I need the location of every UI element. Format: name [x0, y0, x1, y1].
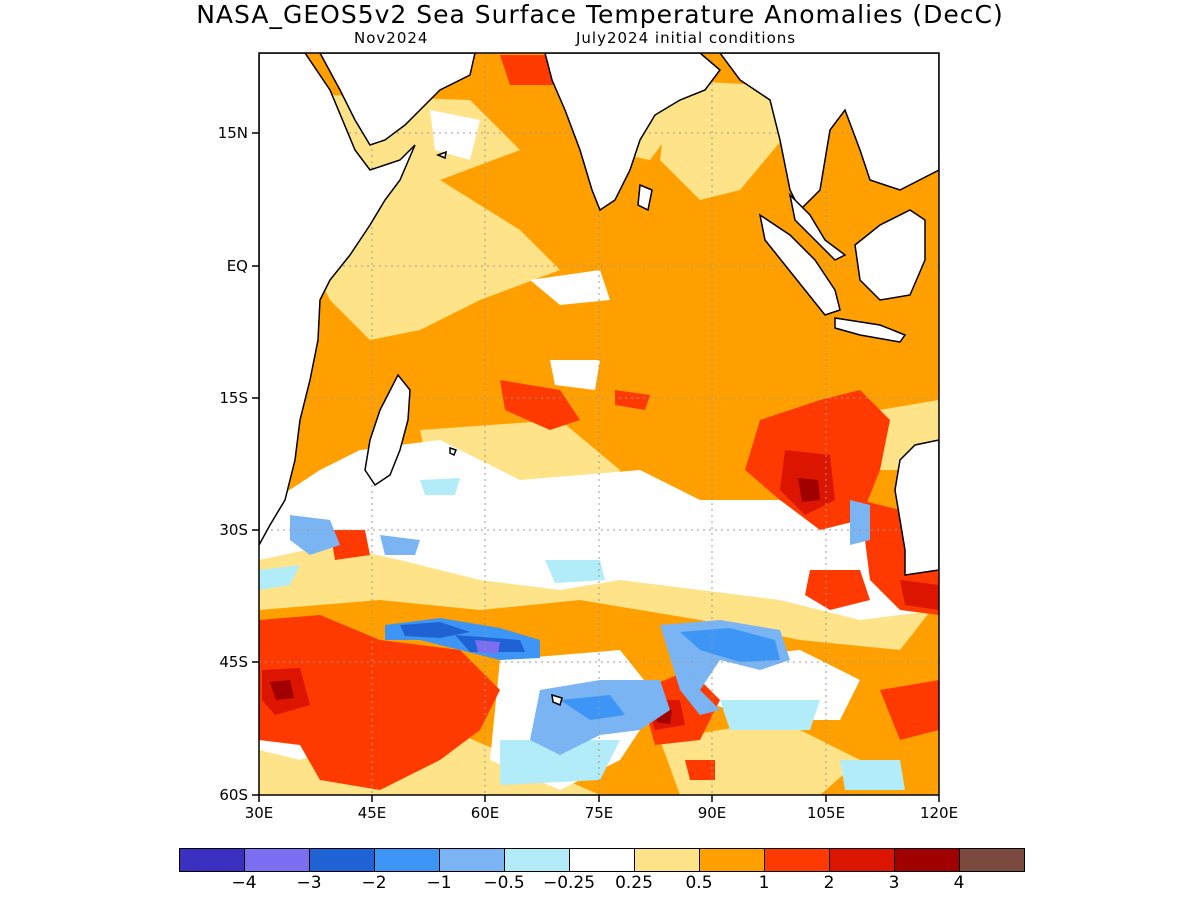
- arabia-landmass: [319, 53, 476, 146]
- chart-title: NASA_GEOS5v2 Sea Surface Temperature Ano…: [196, 0, 1004, 29]
- colorbar-label: 0.5: [685, 873, 713, 893]
- colorbar-box: [960, 849, 1024, 871]
- mauritius-island: [449, 446, 457, 457]
- tick-marks: [252, 132, 940, 802]
- colorbar-box: [180, 849, 245, 871]
- kerguelen-island: [551, 693, 563, 707]
- colorbar-box: [505, 849, 570, 871]
- colorbar-label: 0.25: [615, 873, 653, 893]
- weak-cool-regions: [259, 478, 905, 790]
- lat-label-eq: EQ: [226, 257, 248, 275]
- sumatra-landmass: [758, 213, 841, 316]
- lon-label-45e: 45E: [357, 804, 387, 822]
- colorbar-box: [765, 849, 830, 871]
- sri-lanka-landmass: [637, 183, 653, 212]
- java-landmass: [834, 317, 907, 343]
- colorbar-box: [700, 849, 765, 871]
- india-landmass: [544, 53, 722, 212]
- australia-landmass: [894, 439, 939, 576]
- lon-label-75e: 75E: [584, 804, 614, 822]
- lat-label-45s: 45S: [219, 653, 248, 671]
- strong-warm-regions: [262, 450, 939, 730]
- socotra-island: [435, 150, 447, 160]
- lat-label-15s: 15S: [219, 389, 248, 407]
- madagascar-landmass: [364, 373, 411, 487]
- colorbar-box: [570, 849, 635, 871]
- lat-label-30s: 30S: [219, 521, 248, 539]
- colorbar-label: 2: [823, 873, 835, 893]
- colorbar-label: −0.5: [483, 873, 525, 893]
- malay-peninsula-landmass: [788, 192, 847, 261]
- colorbar-label: 4: [953, 873, 965, 893]
- lon-label-120e: 120E: [919, 804, 959, 822]
- colorbar-label: −3: [296, 873, 322, 893]
- very-strong-cool-region: [475, 640, 500, 654]
- colorbar-box: [895, 849, 960, 871]
- lon-label-30e: 30E: [244, 804, 274, 822]
- lon-label-90e: 90E: [697, 804, 727, 822]
- colorbar-label: 1: [758, 873, 770, 893]
- indochina-landmass: [719, 53, 939, 212]
- gridlines: [259, 53, 939, 795]
- colorbar-box: [440, 849, 505, 871]
- colorbar-label: −4: [231, 873, 257, 893]
- colorbar-label: 3: [888, 873, 900, 893]
- lon-label-105e: 105E: [806, 804, 846, 822]
- lat-label-60s: 60S: [219, 786, 248, 804]
- colorbar-box: [635, 849, 700, 871]
- initial-conditions: July2024 initial conditions: [576, 29, 797, 47]
- colorbar-label: −2: [361, 873, 387, 893]
- borneo-landmass: [854, 209, 926, 301]
- colorbar-box: [245, 849, 310, 871]
- colorbar-box: [375, 849, 440, 871]
- lat-label-15n: 15N: [217, 124, 248, 142]
- africa-landmass: [259, 53, 416, 546]
- colorbar-box: [830, 849, 895, 871]
- colorbar-label: −1: [426, 873, 452, 893]
- land-masses: [259, 53, 939, 707]
- lon-label-60e: 60E: [470, 804, 500, 822]
- colorbar-box: [310, 849, 375, 871]
- colorbar-label: −0.25: [542, 873, 596, 893]
- forecast-month: Nov2024: [354, 29, 429, 47]
- colorbar: [179, 848, 1025, 872]
